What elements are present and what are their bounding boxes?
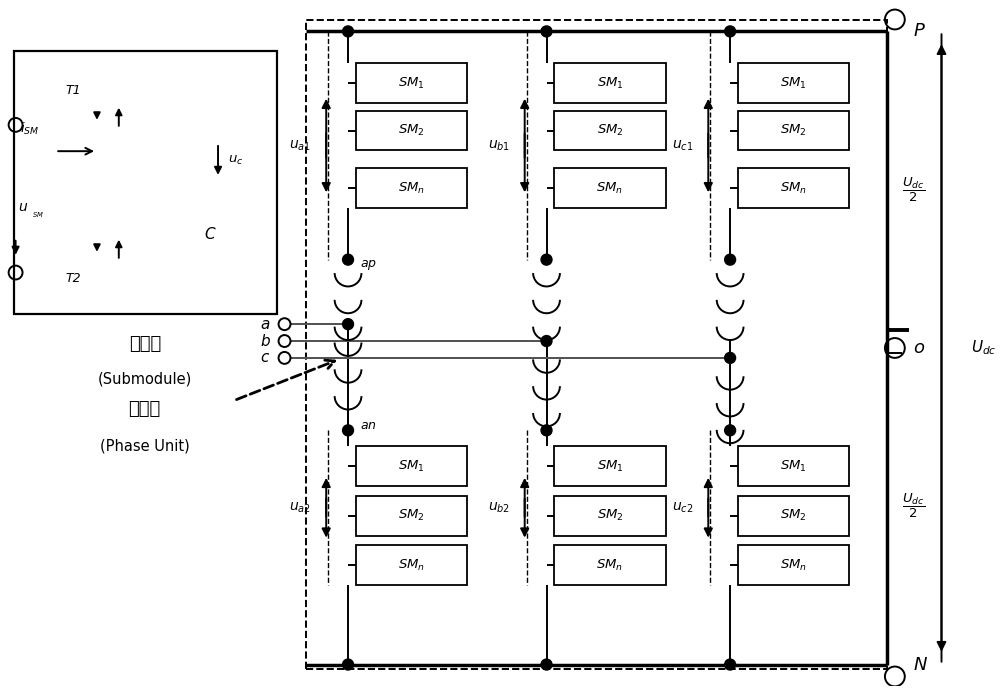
Text: $\dfrac{U_{dc}}{2}$: $\dfrac{U_{dc}}{2}$ (902, 176, 925, 204)
Bar (356, 111, 467, 150)
Text: T1: T1 (65, 85, 81, 97)
Text: $SM_n$: $SM_n$ (780, 558, 807, 573)
Circle shape (725, 659, 736, 670)
Bar (554, 111, 666, 150)
Text: $U_{dc}$: $U_{dc}$ (971, 338, 997, 358)
Text: $i_{SM}$: $i_{SM}$ (20, 121, 39, 137)
Text: $SM_1$: $SM_1$ (398, 458, 425, 473)
Bar (554, 168, 666, 208)
Bar (738, 63, 849, 103)
Bar (356, 446, 467, 486)
Bar (554, 496, 666, 535)
Text: $SM_n$: $SM_n$ (780, 181, 807, 196)
Bar (554, 63, 666, 103)
Text: $u_{a1}$: $u_{a1}$ (289, 138, 311, 153)
Circle shape (725, 425, 736, 436)
Text: $u_{b1}$: $u_{b1}$ (488, 138, 510, 153)
Text: $SM_1$: $SM_1$ (780, 76, 807, 90)
Circle shape (541, 254, 552, 265)
Bar (356, 546, 467, 585)
Bar (14, 51, 277, 314)
Text: $SM_2$: $SM_2$ (597, 123, 623, 138)
Bar (738, 168, 849, 208)
Text: $an$: $an$ (360, 419, 377, 432)
Bar (554, 546, 666, 585)
Text: $\dfrac{U_{dc}}{2}$: $\dfrac{U_{dc}}{2}$ (902, 492, 925, 520)
Text: T2: T2 (65, 272, 81, 285)
Circle shape (541, 425, 552, 436)
Text: 相单元: 相单元 (128, 400, 161, 418)
Text: $b$: $b$ (260, 333, 271, 349)
Text: $o$: $o$ (913, 339, 925, 357)
Bar (356, 168, 467, 208)
Circle shape (725, 254, 736, 265)
Text: $a$: $a$ (260, 317, 271, 331)
Bar (306, 21, 887, 668)
Circle shape (541, 336, 552, 347)
Text: $SM_n$: $SM_n$ (398, 558, 425, 573)
Text: $SM_2$: $SM_2$ (780, 508, 807, 523)
Text: $SM_2$: $SM_2$ (398, 123, 425, 138)
Text: $SM_2$: $SM_2$ (780, 123, 807, 138)
Circle shape (541, 659, 552, 670)
Text: $N$: $N$ (913, 655, 928, 674)
Text: $SM_1$: $SM_1$ (398, 76, 425, 90)
Text: $SM_1$: $SM_1$ (597, 76, 623, 90)
Text: $SM_2$: $SM_2$ (398, 508, 425, 523)
Bar (554, 446, 666, 486)
Circle shape (343, 26, 353, 37)
Bar (738, 546, 849, 585)
Circle shape (343, 254, 353, 265)
Text: (Submodule): (Submodule) (98, 371, 192, 387)
Text: $u_c$: $u_c$ (228, 154, 243, 167)
Text: $c$: $c$ (260, 351, 271, 365)
Text: $SM_1$: $SM_1$ (780, 458, 807, 473)
Text: $C$: $C$ (204, 227, 216, 243)
Bar (356, 63, 467, 103)
Text: $P$: $P$ (913, 23, 926, 41)
Text: 子模块: 子模块 (129, 335, 161, 353)
Text: $SM_1$: $SM_1$ (597, 458, 623, 473)
Text: $u_{a2}$: $u_{a2}$ (289, 500, 311, 515)
Circle shape (541, 26, 552, 37)
Bar (356, 496, 467, 535)
Circle shape (725, 26, 736, 37)
Bar (738, 446, 849, 486)
Text: $u_{c1}$: $u_{c1}$ (672, 138, 693, 153)
Text: $_{SM}$: $_{SM}$ (32, 209, 45, 220)
Text: $SM_n$: $SM_n$ (398, 181, 425, 196)
Bar (738, 111, 849, 150)
Text: (Phase Unit): (Phase Unit) (100, 439, 189, 454)
Circle shape (343, 425, 353, 436)
Circle shape (343, 659, 353, 670)
Circle shape (725, 353, 736, 363)
Text: $SM_n$: $SM_n$ (596, 181, 624, 196)
Circle shape (343, 319, 353, 329)
Text: $u_{b2}$: $u_{b2}$ (488, 500, 510, 515)
Text: $ap$: $ap$ (360, 258, 377, 271)
Text: $SM_2$: $SM_2$ (597, 508, 623, 523)
Text: $u$: $u$ (18, 200, 28, 214)
Bar (738, 496, 849, 535)
Text: $u_{c2}$: $u_{c2}$ (672, 500, 693, 515)
Text: $SM_n$: $SM_n$ (596, 558, 624, 573)
